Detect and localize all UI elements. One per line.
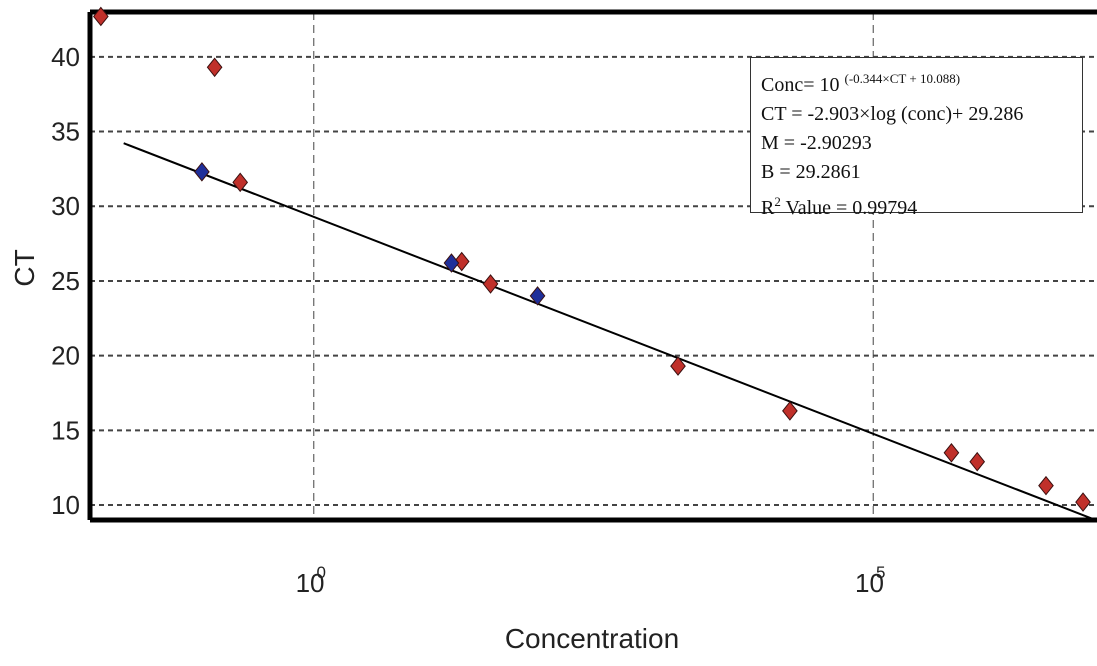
x-tick-exponent: 5 <box>876 563 885 582</box>
data-point-red <box>1038 475 1054 496</box>
x-tick-base: 10 <box>855 568 884 598</box>
data-point-red <box>943 442 960 463</box>
data-point-red <box>453 251 470 272</box>
data-points <box>93 6 1091 512</box>
conc-equation-exponent: (-0.344×CT + 10.088) <box>844 71 961 86</box>
regression-line <box>123 142 1097 522</box>
data-point-blue <box>443 253 460 273</box>
y-tick-label: 35 <box>51 117 80 147</box>
r-squared-value: R2 Value = 0.99794 <box>761 187 1082 223</box>
y-tick-label: 20 <box>51 341 80 371</box>
intercept-value: B = 29.2861 <box>761 161 861 183</box>
data-point-red <box>232 172 249 193</box>
x-tick-labels: 100 105 <box>296 563 886 598</box>
y-tick-label: 30 <box>51 191 80 221</box>
data-point-red <box>93 6 109 27</box>
x-tick-base: 10 <box>296 568 325 598</box>
data-point-red <box>969 451 986 472</box>
r-squared-suffix: Value = 0.99794 <box>780 197 918 219</box>
fit-line <box>123 142 1097 522</box>
data-point-red <box>670 356 686 376</box>
data-point-red <box>482 274 499 294</box>
x-tick-exponent: 0 <box>317 563 326 582</box>
conc-equation: Conc= 10 (-0.344×CT + 10.088) <box>761 64 1082 100</box>
conc-equation-prefix: Conc= 10 <box>761 74 840 96</box>
x-tick-label: 105 <box>855 563 885 598</box>
y-axis-title: CT <box>9 249 40 286</box>
data-point-blue <box>529 286 546 306</box>
x-tick-label: 100 <box>296 563 326 598</box>
y-tick-labels: 10 15 20 25 30 35 40 <box>51 42 80 520</box>
plot-frame <box>87 9 1097 523</box>
r-squared-prefix: R <box>761 197 775 219</box>
ct-equation: CT = -2.903×log (conc)+ 29.286 <box>761 103 1024 125</box>
regression-equation-box: Conc= 10 (-0.344×CT + 10.088) CT = -2.90… <box>750 57 1083 219</box>
data-point-red <box>1075 492 1091 512</box>
y-tick-label: 15 <box>51 415 80 445</box>
data-point-red <box>782 401 798 421</box>
slope-value: M = -2.90293 <box>761 132 872 154</box>
y-tick-label: 10 <box>51 490 80 520</box>
x-axis-title: Concentration <box>505 623 679 654</box>
r-squared-exponent: 2 <box>774 194 781 209</box>
data-point-blue <box>194 162 210 182</box>
y-tick-label: 25 <box>51 266 80 296</box>
data-point-red <box>206 57 223 78</box>
y-tick-label: 40 <box>51 42 80 72</box>
